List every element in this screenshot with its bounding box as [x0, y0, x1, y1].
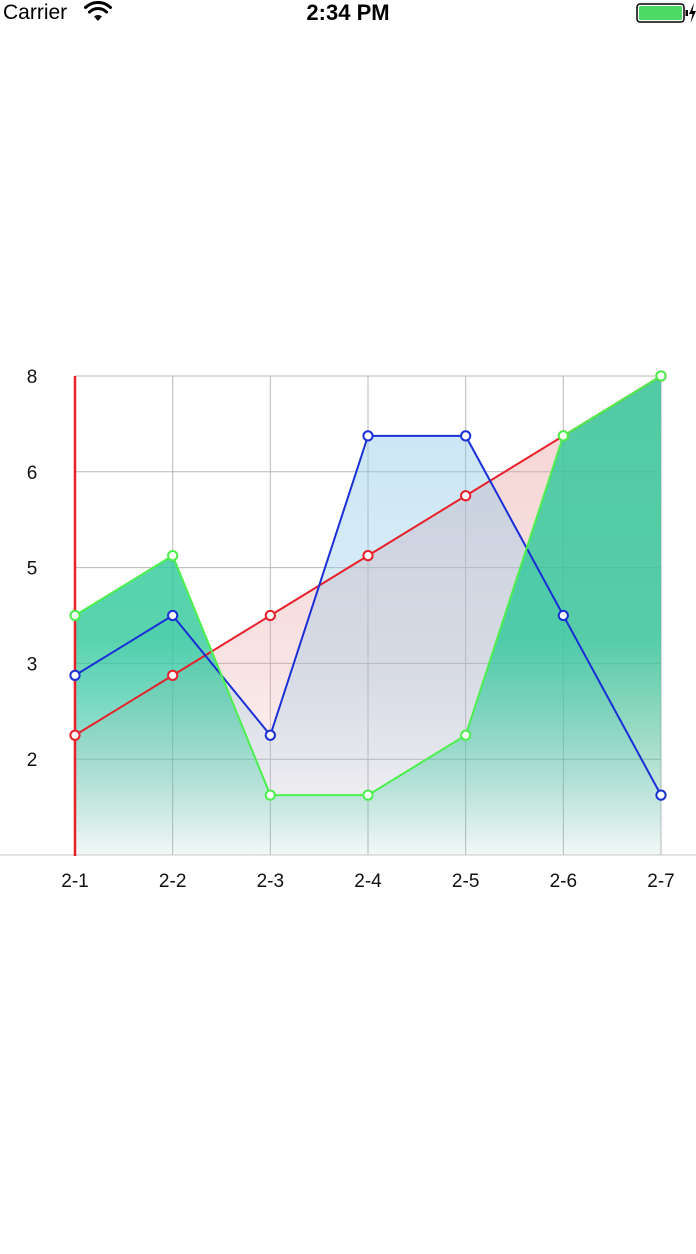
y-tick-label: 2	[27, 750, 38, 771]
data-point	[69, 729, 81, 741]
data-point	[167, 609, 179, 622]
data-point	[557, 430, 569, 442]
y-tick-label: 8	[27, 367, 38, 388]
data-point	[362, 430, 374, 442]
data-point	[264, 729, 276, 741]
data-point	[264, 609, 276, 622]
data-point	[362, 550, 374, 562]
x-tick-label: 2-2	[159, 871, 186, 892]
data-point	[167, 550, 179, 562]
data-point	[362, 789, 374, 801]
data-point	[655, 370, 667, 382]
x-tick-label: 2-7	[647, 871, 674, 892]
x-tick-label: 2-1	[61, 871, 88, 892]
data-point	[460, 729, 472, 741]
data-point	[460, 430, 472, 442]
carrier-label: Carrier	[3, 1, 68, 24]
data-point	[69, 609, 81, 622]
y-tick-label: 5	[27, 559, 38, 580]
status-bar: Carrier 2:34 PM	[0, 0, 696, 26]
data-point	[655, 789, 667, 801]
area-chart: 8 6 5 3 2 2-1 2-2 2-3 2-4 2-5 2-6 2-7	[0, 367, 696, 892]
data-point	[460, 490, 472, 502]
series-area	[75, 376, 661, 855]
x-tick-label: 2-5	[452, 871, 479, 892]
x-tick-label: 2-6	[550, 871, 577, 892]
data-point	[264, 789, 276, 801]
wifi-icon	[84, 1, 112, 21]
data-point	[167, 669, 179, 681]
data-point	[557, 609, 569, 622]
x-tick-label: 2-3	[257, 871, 284, 892]
battery-charging-icon	[636, 3, 696, 23]
status-time: 2:34 PM	[306, 0, 390, 25]
y-tick-label: 6	[27, 463, 38, 484]
y-tick-label: 3	[27, 654, 38, 675]
data-point	[69, 669, 81, 681]
x-tick-label: 2-4	[354, 871, 382, 892]
